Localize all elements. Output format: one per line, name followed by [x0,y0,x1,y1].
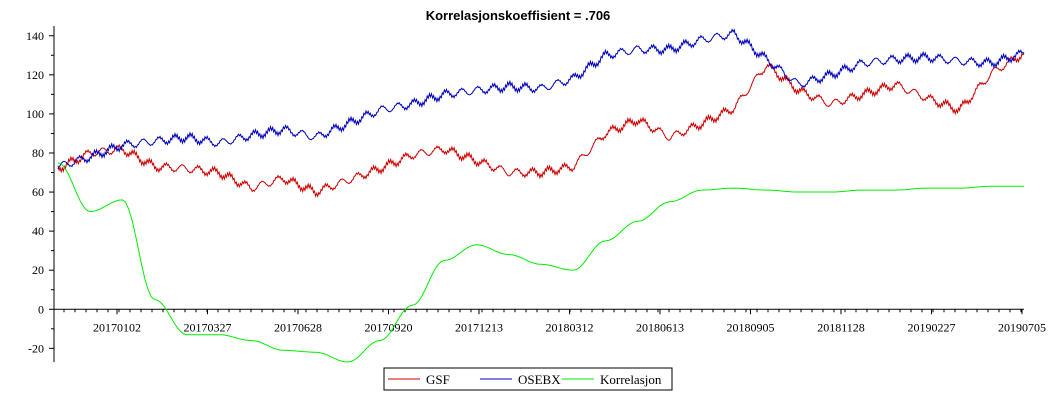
legend-label-korrelasjon: Korrelasjon [600,372,662,387]
y-tick-label: 100 [26,107,44,121]
x-tick-label: 20180905 [727,320,775,334]
series-lines [57,28,1025,363]
y-tick-label: 40 [32,224,44,238]
series-line-osebx [57,28,1025,170]
x-tick-label: 20170102 [93,320,141,334]
y-tick-label: 60 [32,185,44,199]
legend-label-osebx: OSEBX [518,372,561,387]
x-tick-label: 20171213 [455,320,503,334]
y-tick-label: 0 [38,302,44,316]
x-tick-label: 20180312 [546,320,594,334]
series-line-gsf [57,52,1025,198]
y-tick-label: -20 [28,341,44,355]
x-tick-label: 20180613 [636,320,684,334]
tick-labels: -20 0 20 40 60 80 100 120 140 20170102 20170327 201… [26,29,1046,356]
chart-title: Korrelasjonskoeffisient = .706 [426,8,611,23]
x-tick-label: 20190705 [998,320,1046,334]
y-tick-label: 120 [26,68,44,82]
legend-box [383,367,673,391]
axes [49,26,1024,362]
y-tick-label: 80 [32,146,44,160]
x-tick-label: 20170327 [184,320,232,334]
legend-label-gsf: GSF [426,372,450,387]
x-tick-label: 20170628 [274,320,322,334]
legend: GSF OSEBX Korrelasjon [383,367,673,391]
x-tick-label: 20190227 [908,320,956,334]
x-tick-label: 20181128 [817,320,865,334]
series-line-korrelasjon [57,162,1024,363]
y-tick-label: 140 [26,29,44,43]
x-tick-label: 20170920 [365,320,413,334]
y-tick-label: 20 [32,263,44,277]
